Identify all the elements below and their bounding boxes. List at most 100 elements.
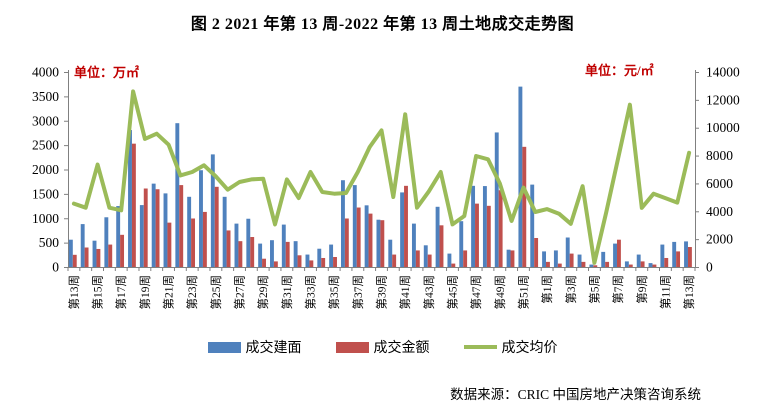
x-tick-label: 第43周: [422, 275, 436, 310]
x-axis-tick-labels: 第13周 第15周 第17周 第19周 第21周 第23周 第25周 第27周 第29周 第31周…: [67, 275, 696, 310]
bar: [471, 185, 476, 267]
bar: [258, 243, 263, 267]
bar: [222, 196, 227, 267]
left-tick-label: 1500: [32, 186, 59, 201]
x-tick-label: 第29周: [256, 275, 270, 310]
bar: [589, 264, 594, 267]
avg-price-line: [71, 89, 692, 265]
bar: [214, 186, 219, 267]
bar: [640, 261, 645, 267]
x-tick-label: 第39周: [375, 275, 389, 310]
x-tick-label: 第35周: [327, 275, 341, 310]
bar: [333, 257, 337, 267]
bar: [321, 257, 326, 267]
legend-label-floor-area: 成交建面: [245, 341, 302, 356]
bar: [364, 205, 369, 267]
bar: [388, 239, 393, 267]
bar: [179, 185, 184, 267]
right-tick-label: 8000: [706, 148, 733, 163]
bar: [565, 237, 570, 267]
bar: [376, 219, 381, 267]
bar: [262, 258, 266, 267]
left-tick-label: 3000: [32, 113, 59, 128]
bar: [309, 260, 314, 267]
bar: [226, 230, 231, 267]
bar: [352, 185, 357, 267]
left-tick-label: 3500: [32, 89, 59, 104]
bar: [120, 234, 125, 267]
left-tick-label: 0: [52, 260, 59, 275]
bar: [175, 123, 180, 267]
bar: [486, 205, 491, 267]
left-tick-label: 2000: [32, 162, 59, 177]
bar: [155, 189, 160, 267]
x-tick-label: 第51周: [516, 275, 530, 310]
bar: [684, 241, 688, 267]
bar: [439, 225, 444, 267]
bar: [522, 146, 527, 267]
bar: [202, 211, 207, 267]
bar: [463, 250, 468, 267]
bar: [542, 251, 547, 267]
bars-amount: [72, 143, 692, 267]
legend-label-amount: 成交金额: [373, 341, 430, 356]
bar: [664, 257, 669, 267]
bar: [628, 264, 633, 267]
x-tick-label: 第33周: [304, 275, 318, 310]
bar: [451, 263, 456, 267]
bar: [72, 254, 77, 267]
bar: [672, 241, 677, 267]
right-tick-label: 12000: [706, 92, 740, 107]
bar: [250, 237, 255, 267]
avg-price-swatch: [463, 345, 497, 349]
bar: [167, 222, 172, 267]
bar: [518, 86, 523, 267]
bar: [498, 190, 503, 267]
bar: [652, 264, 657, 267]
bar: [676, 251, 681, 267]
chart-title: 图 2 2021 年第 13 周-2022 年第 13 周土地成交走势图: [190, 16, 575, 33]
bar: [187, 196, 192, 267]
bar: [293, 241, 298, 267]
bar: [143, 188, 148, 267]
bar: [329, 244, 334, 267]
x-tick-label: 第49周: [493, 275, 507, 310]
right-tick-label: 4000: [706, 204, 733, 219]
bar: [368, 213, 373, 267]
right-tick-label: 2000: [706, 232, 733, 247]
bar: [459, 221, 464, 267]
bar: [238, 241, 243, 267]
x-tick-label: 第19周: [138, 275, 152, 310]
floor-area-swatch: [207, 341, 241, 353]
bar: [411, 223, 416, 267]
bar: [199, 170, 203, 267]
right-tick-label: 0: [706, 260, 713, 275]
bar: [553, 250, 558, 267]
right-tick-label: 10000: [706, 120, 740, 135]
legend-label-avg-price: 成交均价: [501, 341, 558, 356]
bar: [636, 254, 641, 267]
bar: [285, 241, 290, 267]
bar: [546, 261, 550, 267]
right-tick-label: 6000: [706, 176, 733, 191]
axes: [64, 70, 699, 271]
bar: [108, 244, 113, 267]
bar: [593, 265, 598, 267]
bar: [344, 218, 349, 267]
bar: [392, 254, 397, 267]
bar: [273, 261, 278, 267]
x-tick-label: 第9周: [635, 275, 649, 304]
x-tick-label: 第17周: [114, 275, 128, 310]
left-tick-label: 500: [39, 235, 60, 250]
bar: [246, 218, 251, 267]
bar: [104, 217, 109, 267]
legend-item-floor-area: 成交建面: [207, 337, 302, 357]
bar: [305, 254, 310, 267]
legend-item-amount: 成交金额: [335, 337, 430, 357]
bar: [151, 183, 156, 267]
bar: [128, 130, 132, 267]
x-tick-label: 第3周: [564, 275, 578, 304]
bar: [557, 263, 562, 267]
legend-item-avg-price: 成交均价: [463, 337, 558, 357]
bar: [139, 205, 144, 267]
